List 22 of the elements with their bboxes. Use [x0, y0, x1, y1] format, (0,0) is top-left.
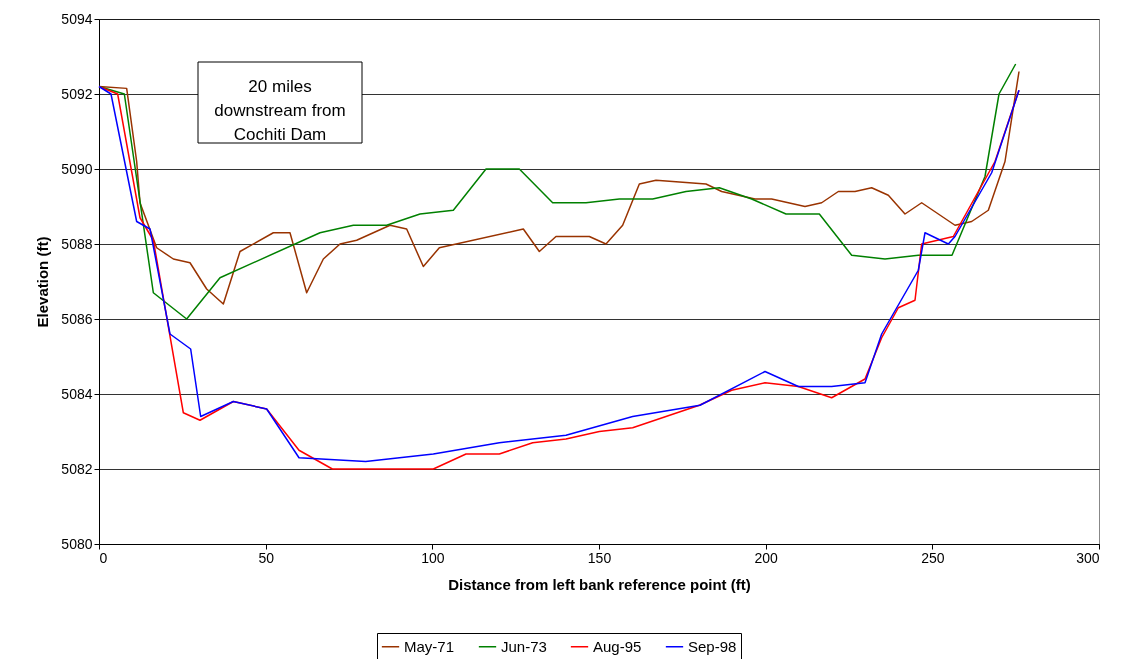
- y-tick-label: 5094: [61, 10, 93, 27]
- y-tick-label: 5084: [61, 385, 93, 402]
- x-tick-label: 200: [754, 549, 779, 566]
- y-tick-label: 5090: [61, 160, 93, 177]
- annotation: 20 miles downstream from Cochiti Dam: [214, 77, 346, 144]
- x-tick-label: 100: [421, 549, 445, 566]
- x-tick-label: 150: [587, 549, 612, 566]
- legend-label: Sep-98: [688, 637, 737, 655]
- legend-label: Aug-95: [593, 637, 642, 655]
- y-axis-title: Elevation (ft): [34, 236, 52, 328]
- y-tick-label: 5092: [61, 85, 93, 102]
- legend-label: May-71: [404, 637, 455, 655]
- x-tick-label: 300: [1076, 549, 1100, 566]
- y-tick-label: 5082: [61, 460, 93, 477]
- x-axis-title: Distance from left bank reference point (ft): [448, 575, 751, 593]
- x-tick-label: 250: [921, 549, 945, 566]
- y-tick-label: 5088: [61, 235, 93, 252]
- x-tick-label: 0: [99, 549, 108, 566]
- x-tick-label: 50: [258, 549, 275, 566]
- legend-label: Jun-73: [501, 637, 547, 655]
- y-tick-label: 5080: [61, 535, 93, 552]
- y-tick-label: 5086: [61, 310, 93, 327]
